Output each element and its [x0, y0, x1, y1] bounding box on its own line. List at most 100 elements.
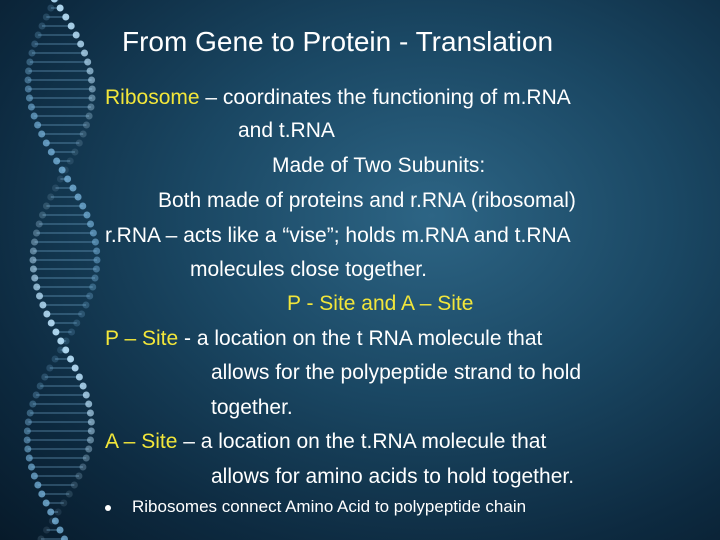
helix-bead: [47, 4, 55, 12]
helix-bead: [51, 355, 59, 363]
helix-bead: [24, 76, 32, 84]
helix-bead: [34, 121, 42, 129]
helix-bead: [24, 85, 32, 93]
helix-bead: [37, 535, 45, 540]
helix-bead: [75, 472, 83, 480]
helix-bead: [85, 445, 93, 453]
helix-bead: [79, 382, 87, 390]
helix-bead: [85, 112, 93, 120]
text-line: A – Site – a location on the t.RNA molec…: [105, 430, 546, 454]
helix-bead: [74, 193, 82, 201]
helix-bead: [29, 265, 37, 273]
helix-bead: [62, 337, 70, 345]
helix-bead: [24, 418, 32, 426]
highlight-text: Ribosome: [105, 86, 200, 109]
helix-bead: [58, 166, 66, 174]
helix-bead: [86, 292, 94, 300]
helix-bead: [53, 157, 61, 165]
helix-bead: [35, 220, 43, 228]
text-line: P - Site and A – Site: [287, 292, 473, 316]
line-text: allows for the polypeptide strand to hol…: [211, 361, 582, 384]
helix-bead: [28, 49, 36, 57]
line-text: and t.RNA: [238, 119, 335, 142]
helix-bead: [82, 454, 90, 462]
helix-bead: [79, 202, 87, 210]
helix-bead: [31, 274, 39, 282]
text-line: allows for amino acids to hold together.: [211, 465, 574, 489]
helix-bead: [47, 508, 55, 516]
text-line: Both made of proteins and r.RNA (ribosom…: [158, 189, 576, 213]
line-text: allows for amino acids to hold together.: [211, 465, 575, 488]
helix-bead: [93, 256, 101, 264]
helix-bead: [82, 301, 90, 309]
slide-title: From Gene to Protein - Translation: [122, 26, 554, 57]
helix-bead: [91, 274, 99, 282]
line-text: together.: [211, 396, 293, 419]
helix-bead: [33, 283, 41, 291]
helix-bead: [87, 418, 95, 426]
helix-bead: [69, 184, 77, 192]
helix-bead: [24, 445, 32, 453]
helix-bead: [86, 409, 94, 417]
helix-bead: [39, 211, 47, 219]
helix-bead: [62, 13, 70, 21]
helix-bead: [75, 139, 83, 147]
helix-bead: [86, 67, 94, 75]
helix-bead: [85, 400, 93, 408]
helix-bead: [79, 130, 87, 138]
text-line: allows for the polypeptide strand to hol…: [211, 361, 581, 385]
helix-bead: [92, 265, 100, 273]
helix-bead: [38, 490, 46, 498]
helix-bead: [89, 283, 97, 291]
text-line: Ribosome – coordinates the functioning o…: [105, 86, 571, 110]
helix-bead: [26, 409, 34, 417]
helix-bead: [31, 238, 39, 246]
helix-bead: [39, 301, 47, 309]
helix-bead: [67, 22, 75, 30]
helix-bead: [68, 328, 76, 336]
helix-bead: [38, 130, 46, 138]
helix-bead: [23, 436, 31, 444]
text-line: together.: [211, 396, 293, 420]
helix-bead: [51, 517, 59, 525]
helix-bead: [41, 373, 49, 381]
helix-bead: [79, 463, 87, 471]
helix-bead: [83, 211, 91, 219]
helix-bead: [88, 94, 96, 102]
helix-bead: [64, 175, 72, 183]
helix-bead: [43, 310, 51, 318]
helix-bead: [42, 499, 50, 507]
dna-helix: [23, 0, 101, 540]
helix-bead: [56, 4, 64, 12]
helix-bead: [70, 481, 78, 489]
line-text: Made of Two Subunits:: [272, 154, 486, 177]
line-text: r.RNA – acts like a “vise”; holds m.RNA …: [105, 224, 571, 247]
helix-bead: [27, 103, 35, 111]
helix-bead: [31, 40, 39, 48]
helix-bead: [47, 319, 55, 327]
helix-bead: [89, 229, 97, 237]
line-text: molecules close together.: [190, 258, 427, 281]
bullet-marker: [105, 505, 111, 511]
highlight-text: P - Site and A – Site: [287, 292, 474, 315]
helix-bead: [88, 85, 96, 93]
helix-bead: [66, 157, 74, 165]
helix-bead: [87, 103, 95, 111]
helix-bead: [29, 400, 37, 408]
helix-bead: [67, 355, 75, 363]
text-line: Made of Two Subunits:: [272, 154, 485, 178]
helix-bead: [82, 121, 90, 129]
helix-bead: [82, 391, 90, 399]
helix-bead: [34, 31, 42, 39]
helix-bead: [54, 508, 62, 516]
helix-bead: [60, 535, 68, 540]
helix-bead: [36, 382, 44, 390]
helix-bead: [52, 328, 60, 336]
helix-bead: [72, 31, 80, 39]
helix-bead: [43, 526, 51, 534]
line-text: – a location on the t.RNA molecule that: [177, 430, 547, 453]
helix-bead: [84, 58, 92, 66]
helix-bead: [87, 427, 95, 435]
helix-bead: [51, 0, 58, 3]
